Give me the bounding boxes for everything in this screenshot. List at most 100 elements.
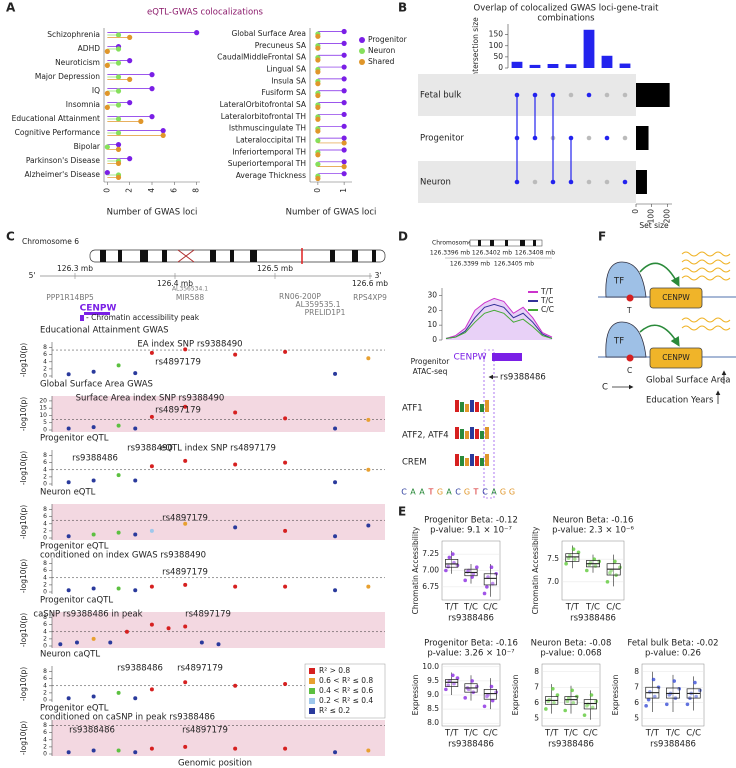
y-axis-label: -log10(p) [19,343,28,377]
legend-label: C/C [541,305,554,314]
y-tick-label: 0 [432,335,437,344]
x-tick-label: C/C [606,603,621,613]
y-tick-label: 6 [43,567,47,574]
motif-logo [465,458,469,466]
snp-point [233,525,238,530]
snp-annotation: rs9388486 [72,454,118,464]
snp-point [183,582,188,587]
y-tick-label: 20 [39,397,47,404]
panel-label: A [6,1,16,15]
y-tick-label: 6 [43,513,47,520]
mb-label: 126.4 mb [157,279,193,288]
lollipop-dot [194,29,200,36]
chart-title: p-value: 0.26 [645,649,701,659]
snp-point [124,629,129,634]
legend-swatch [309,698,315,704]
motif-logo [455,400,459,412]
y-tick-label: 6 [43,675,47,682]
data-point [618,565,622,570]
data-point [470,679,474,683]
y-tick-label: 6 [43,351,47,358]
legend-swatch [359,48,365,54]
ideogram-band [330,250,335,262]
data-point [594,699,598,703]
panel-label: C [6,230,15,244]
snp-point [149,414,154,419]
track-title: Global Surface Area GWAS [40,380,153,390]
snp-annotation: rs4897179 [155,406,201,416]
set-label: Neuron [420,178,451,188]
box [565,553,580,562]
ideogram-band [140,250,148,262]
gene-label: PPP1R14BP5 [46,293,94,302]
area [446,298,552,340]
ideogram-band [505,240,508,246]
y-tick-label: 7.25 [422,549,439,558]
y-tick-label: 10.0 [422,662,439,671]
snp-annotation: rs4897179 [162,568,208,578]
snp-point [108,640,113,645]
coord-label: 126.3396 mb [430,250,470,257]
tf-label: TF [613,277,624,287]
data-point [475,565,479,570]
tf-shape [605,321,647,358]
effect-allele: C [602,383,608,393]
y-tick-label: 0 [43,589,47,596]
data-point [555,693,560,697]
panel-label: E [398,505,406,519]
category-label: ADHD [78,44,101,53]
data-point [489,684,494,689]
snp-annotation: caSNP rs9388486 in peak [33,610,142,620]
lollipop-dot [341,28,347,35]
data-point [653,694,657,699]
data-point [447,555,452,560]
y-axis-label: ATAC-seq [413,367,448,376]
motif-label: CREM [402,458,427,468]
snp-annotation: rs4897179 [185,610,231,620]
y-tick-label: 8 [43,668,47,675]
category-label: Insomnia [66,100,100,109]
x-tick-label: C/C [583,729,598,739]
arrow [639,262,680,287]
data-point [571,547,576,551]
lollipop-dot [104,62,110,68]
sequence-base: T [473,488,479,497]
lollipop-dot [315,33,321,39]
ideogram-band [520,240,525,246]
data-point [446,683,450,687]
ideogram-band [372,250,376,262]
snp-point [66,480,71,485]
box [583,699,597,710]
data-point [463,696,468,700]
lollipop-dot [341,88,347,94]
lollipop-dot [160,128,166,134]
y-tick-label: 8.5 [427,704,439,713]
data-point [485,694,489,699]
sequence-base: G [437,488,443,497]
y-tick-label: 7 [534,682,539,691]
y-tick-label: 8 [534,667,539,676]
sequence-base: A [491,488,497,497]
lollipop-dot [315,57,321,63]
gene-body [492,353,522,361]
data-point [589,693,594,697]
gene-label: AL356534.1 [172,286,208,293]
lollipop-dot [115,102,122,108]
lollipop-dot [115,74,122,80]
x-tick-label: 8 [192,188,201,193]
chart-title: p-value: 0.068 [540,649,601,659]
series-line [445,297,553,339]
matrix-dot [586,135,592,141]
track-title: conditioned on index GWAS rs9388490 [40,551,206,561]
data-point [455,676,460,680]
lollipop-dot [127,34,133,41]
motif-logo [465,431,469,439]
snp-point [333,371,338,376]
category-label: Major Depression [35,72,100,81]
y-tick-label: 0 [43,481,47,488]
category-label: Lingual SA [266,64,306,73]
chart-title: combinations [537,14,595,24]
lollipop-dot [160,132,166,138]
lollipop-dot [341,164,347,170]
snp-point [333,534,338,539]
